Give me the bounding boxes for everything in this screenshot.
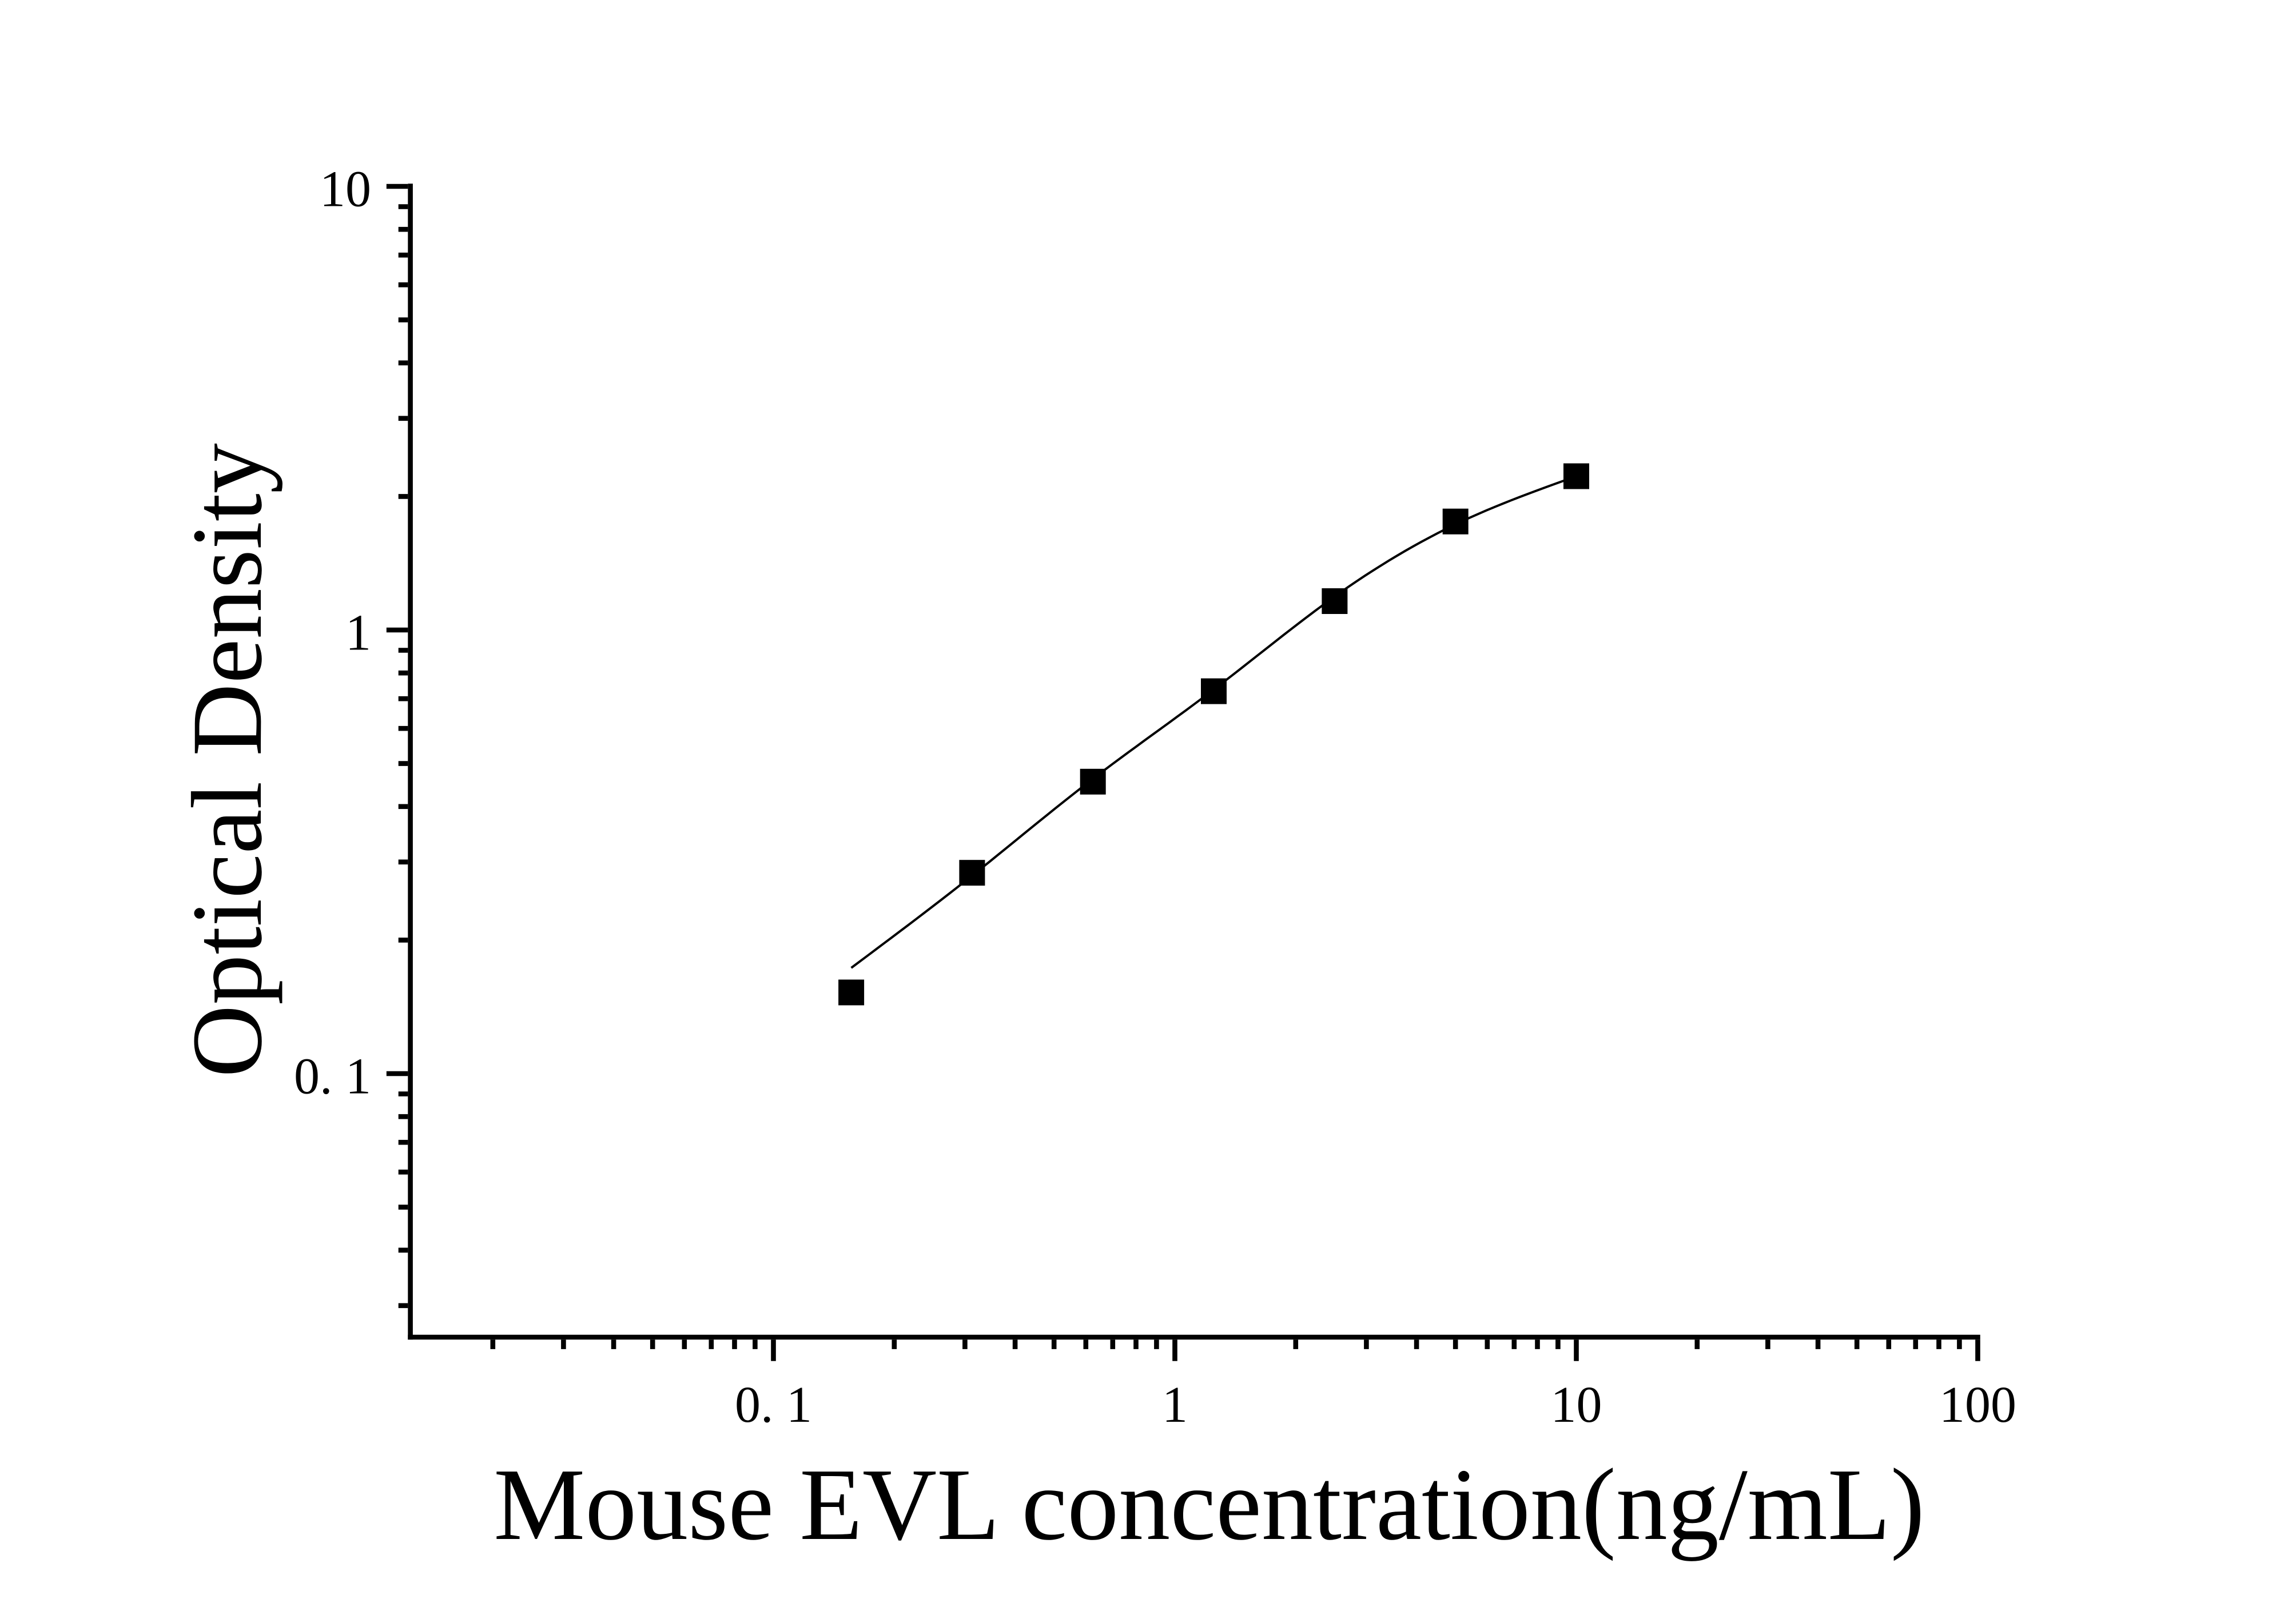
svg-text:0. 1: 0. 1 [294, 1048, 371, 1105]
svg-text:1: 1 [345, 605, 371, 661]
svg-text:1: 1 [1162, 1377, 1188, 1433]
svg-text:10: 10 [1551, 1377, 1602, 1433]
svg-text:10: 10 [320, 161, 371, 218]
svg-text:100: 100 [1939, 1377, 2016, 1433]
svg-text:Mouse EVL concentration(ng/mL): Mouse EVL concentration(ng/mL) [494, 1448, 1925, 1561]
svg-text:0. 1: 0. 1 [735, 1377, 812, 1433]
svg-text:Optical Density: Optical Density [172, 443, 283, 1078]
